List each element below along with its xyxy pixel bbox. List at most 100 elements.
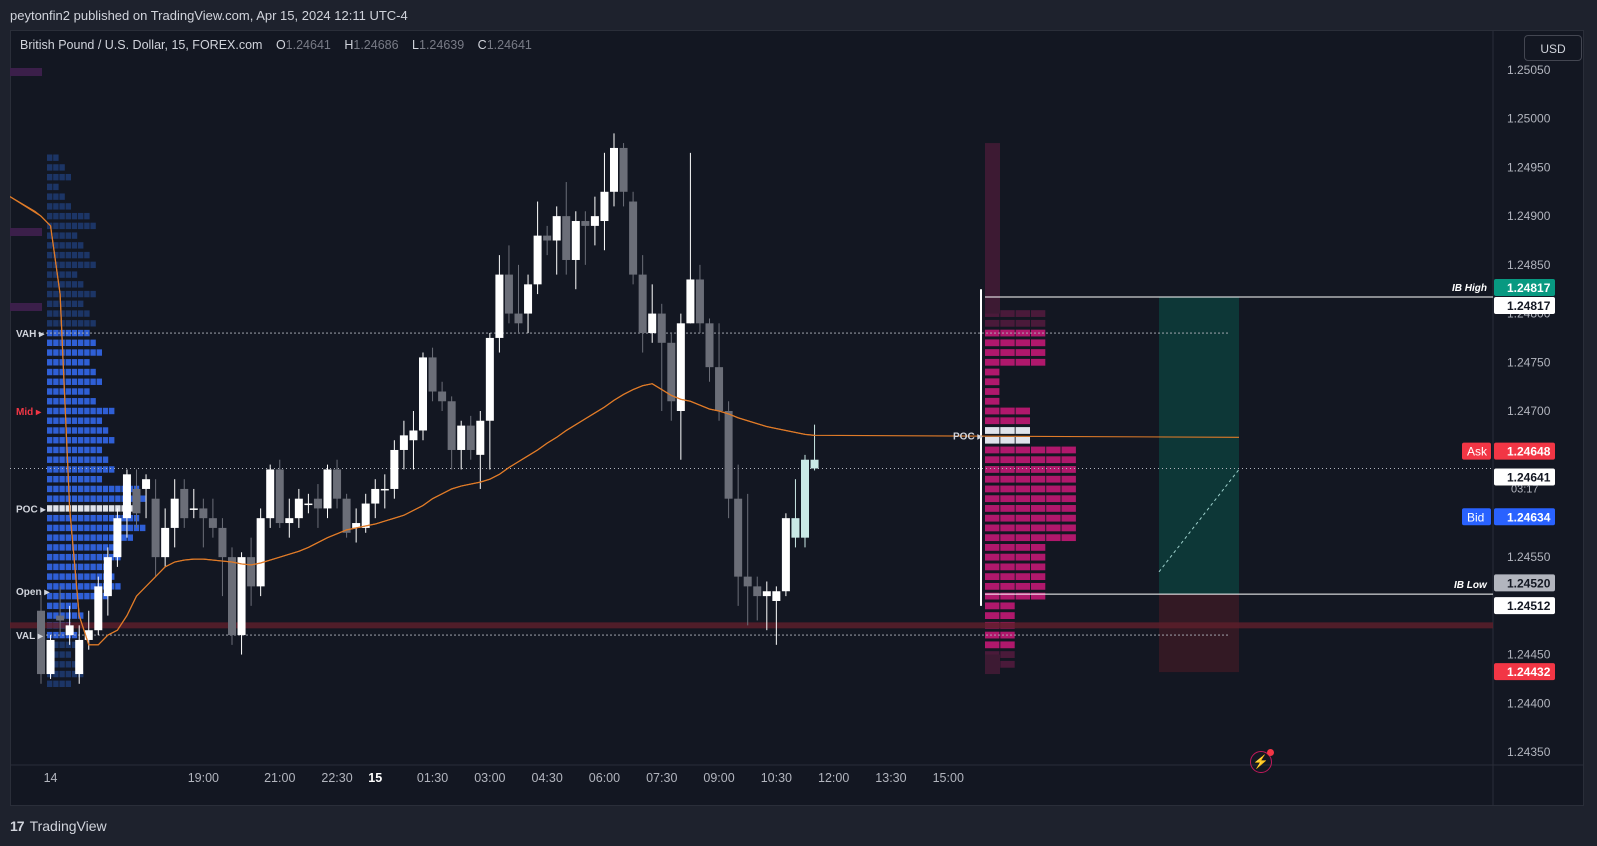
price-tick-label: 1.24400 <box>1507 696 1551 710</box>
left-profile-cell <box>78 534 84 541</box>
left-profile-cell <box>47 212 53 220</box>
left-profile-cell <box>71 446 78 454</box>
left-profile-cell <box>59 164 65 171</box>
right-profile-cell <box>985 514 1000 522</box>
left-profile-cell <box>90 398 96 405</box>
left-profile-cell <box>102 485 109 493</box>
candle-body <box>734 498 743 577</box>
left-profile-cell <box>47 193 53 200</box>
level-open-label: Open ▸ <box>16 587 50 598</box>
left-profile-cell <box>65 437 71 444</box>
price-tick-label: 1.25000 <box>1507 112 1551 126</box>
right-profile-cell <box>1000 534 1015 542</box>
left-profile-cell <box>53 446 59 454</box>
left-profile-cell <box>47 164 53 171</box>
left-profile-cell <box>47 592 53 600</box>
left-profile-cell <box>84 544 90 551</box>
right-profile-cell <box>1000 349 1015 356</box>
candle-body <box>170 498 179 528</box>
right-profile-cell <box>1015 310 1030 317</box>
left-profile-cell <box>47 203 53 210</box>
left-profile-cell <box>53 251 59 259</box>
right-profile-cell <box>1061 524 1076 532</box>
left-profile-cell <box>78 505 84 512</box>
left-profile-cell <box>59 476 65 483</box>
candle-body <box>562 216 571 260</box>
right-profile-cell <box>985 495 1000 503</box>
right-profile-cell <box>1030 466 1046 473</box>
left-profile-cell <box>53 456 59 463</box>
left-profile-cell <box>59 602 65 610</box>
left-profile-cell <box>65 349 71 356</box>
left-profile-cell <box>78 222 84 230</box>
left-profile-cell <box>109 485 115 493</box>
left-profile-cell <box>84 592 90 600</box>
left-profile-cell <box>59 388 65 395</box>
left-profile-cell <box>59 524 65 532</box>
vwap-line <box>10 196 1240 646</box>
price-chart[interactable]: VAH ▸ Mid ▸ POC ▸ Open ▸ VAL ▸ POC ▸ IB High IB… <box>10 30 1584 806</box>
left-profile-cell <box>84 417 90 424</box>
left-profile-cell <box>53 154 59 161</box>
candle-body <box>466 425 475 450</box>
left-profile-cell <box>59 407 65 415</box>
ib-range-box <box>1159 297 1239 595</box>
brand-name: TradingView <box>29 818 107 834</box>
chart-pane[interactable] <box>10 30 1584 806</box>
left-profile-cell <box>96 563 102 571</box>
candle-body <box>151 498 160 558</box>
left-profile-cell <box>65 368 71 376</box>
left-profile-cell <box>65 544 71 551</box>
right-profile-cell <box>1000 514 1015 522</box>
left-profile-cell <box>90 485 96 493</box>
session-box <box>10 228 42 236</box>
left-profile-cell <box>59 680 65 687</box>
left-profile-cell <box>59 349 65 356</box>
right-profile-cell <box>985 553 1000 561</box>
left-profile-cell <box>78 573 84 580</box>
left-profile-cell <box>71 583 78 590</box>
left-profile-cell <box>102 437 109 444</box>
left-profile-cell <box>47 446 53 454</box>
right-profile-cell <box>1000 651 1015 658</box>
left-profile-cell <box>65 300 71 308</box>
lightning-icon[interactable]: ⚡ <box>1250 749 1274 773</box>
right-profile-cell <box>1015 446 1030 454</box>
left-profile-cell <box>78 514 84 522</box>
symbol-name[interactable]: British Pound / U.S. Dollar, 15, FOREX.c… <box>20 38 263 52</box>
level-val-label: VAL ▸ <box>16 631 44 642</box>
currency-button[interactable]: USD <box>1524 35 1582 61</box>
left-profile-cell <box>71 524 78 532</box>
candle-body <box>275 469 284 524</box>
left-profile-cell <box>47 281 53 288</box>
candle-body <box>199 508 208 519</box>
left-profile-cell <box>65 446 71 454</box>
left-profile-cell <box>47 398 53 405</box>
candle-body <box>447 401 456 450</box>
left-profile-cell <box>71 602 78 610</box>
candle-body <box>743 576 752 587</box>
right-profile-cell <box>1000 592 1015 600</box>
left-profile-cell <box>53 427 59 434</box>
left-profile-cell <box>65 553 71 561</box>
left-profile-cell <box>78 388 84 395</box>
left-profile-cell <box>59 583 65 590</box>
left-profile-cell <box>78 417 84 424</box>
left-profile-cell <box>59 310 65 317</box>
left-profile-cell <box>96 485 102 493</box>
right-profile-cell <box>1030 495 1046 503</box>
left-profile-cell <box>59 281 65 288</box>
right-profile-cell <box>1061 446 1076 454</box>
ib-high-tag-bg <box>1494 279 1555 297</box>
candle-body <box>361 503 370 528</box>
right-profile-cell <box>1030 563 1046 571</box>
left-profile-cell <box>59 505 65 512</box>
right-profile-cell <box>985 388 1000 395</box>
left-profile-cell <box>121 524 127 532</box>
candle-body <box>533 235 542 285</box>
left-profile-cell <box>47 456 53 463</box>
bid-label: Bid <box>1467 510 1484 524</box>
left-profile-cell <box>115 583 121 590</box>
right-profile-cell <box>1030 349 1046 356</box>
left-profile-cell <box>65 212 71 220</box>
